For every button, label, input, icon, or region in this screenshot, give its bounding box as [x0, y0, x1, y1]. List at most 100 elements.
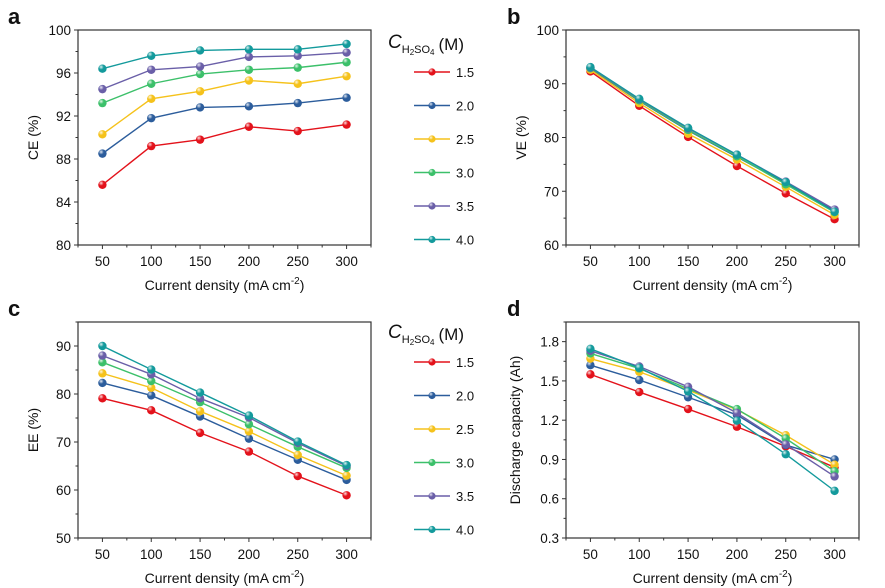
series-3.5	[98, 351, 351, 471]
series-line	[590, 70, 835, 220]
data-point-highlight	[195, 69, 205, 79]
data-point	[98, 378, 107, 388]
y-axis-label: EE (%)	[25, 408, 41, 452]
x-tick-label: 250	[286, 254, 309, 269]
data-point	[342, 72, 351, 81]
legend-marker-highlight	[428, 135, 436, 143]
data-point	[781, 440, 790, 449]
data-point-highlight	[147, 94, 156, 104]
legend-entry: 3.0	[414, 456, 474, 471]
y-tick-label: 80	[56, 238, 71, 253]
y-tick-label: 60	[544, 238, 559, 253]
data-point-highlight	[244, 52, 254, 62]
x-tick-label: 50	[583, 254, 598, 269]
x-axis-label-end: )	[788, 570, 793, 586]
data-point	[342, 460, 351, 470]
data-point-highlight	[342, 72, 351, 81]
series-line	[590, 67, 835, 213]
series-4.0	[98, 39, 351, 73]
data-point	[293, 63, 302, 72]
x-tick-label: 150	[189, 254, 212, 269]
data-point	[830, 486, 839, 496]
data-point	[147, 94, 156, 104]
data-point-highlight	[342, 93, 351, 102]
legend-label: 3.0	[456, 166, 474, 181]
x-axis-label-sup: -2	[779, 569, 788, 580]
data-point	[98, 358, 107, 367]
data-point	[147, 141, 156, 151]
data-point	[147, 51, 156, 60]
data-point-highlight	[195, 62, 205, 71]
legend-entry: 1.5	[414, 65, 474, 80]
data-point-highlight	[293, 79, 302, 88]
data-point	[586, 62, 595, 72]
data-point-highlight	[244, 122, 254, 131]
legend-label: 1.5	[456, 355, 474, 370]
panel-c: c 50 60 70 80 90 50 100 150 200 250 300 Current dens…	[8, 296, 372, 586]
x-tick-label: 200	[726, 254, 749, 269]
x-axis-label-sup: -2	[779, 276, 788, 287]
y-tick-label: 1.5	[540, 374, 559, 389]
legend-title-unit: (M)	[439, 35, 464, 54]
data-point	[195, 87, 205, 96]
data-point-highlight	[830, 460, 839, 469]
data-point	[732, 150, 742, 159]
series-line	[102, 345, 347, 466]
data-point	[244, 52, 254, 62]
data-point	[342, 471, 351, 480]
panel-d: d 0.3 0.6 0.9 1.2 1.5 1.8 50 100 150 200 250 300 Curr…	[507, 296, 860, 586]
data-point-highlight	[293, 63, 302, 72]
x-tick-label: 250	[774, 254, 797, 269]
legend-marker-highlight	[428, 525, 436, 534]
data-point-highlight	[98, 369, 107, 378]
legend-marker-highlight	[428, 68, 436, 76]
legend-label: 1.5	[456, 65, 474, 80]
legend-title: CH2SO4 (M)	[388, 32, 464, 57]
plot-frame	[77, 321, 372, 539]
data-point-highlight	[98, 130, 107, 139]
legend-marker-highlight	[428, 391, 436, 400]
data-point-highlight	[147, 141, 156, 151]
series-4.0	[98, 341, 351, 470]
data-point-highlight	[586, 361, 595, 370]
data-point	[244, 102, 254, 111]
data-point-highlight	[195, 46, 205, 55]
x-tick-label: 300	[335, 547, 358, 562]
series-line	[102, 361, 347, 469]
data-point	[147, 113, 156, 123]
data-point	[293, 471, 302, 481]
series-line	[102, 43, 347, 70]
data-point-highlight	[244, 76, 254, 85]
series-2.5	[98, 72, 351, 139]
x-tick-label: 100	[140, 547, 163, 562]
y-tick-label: 0.9	[540, 452, 559, 467]
series-4.0	[586, 344, 839, 496]
panel-label: b	[507, 4, 520, 29]
x-tick-label: 200	[726, 547, 749, 562]
legend-title: CH2SO4 (M)	[388, 322, 464, 347]
data-point-highlight	[244, 102, 254, 111]
y-tick-label: 1.2	[540, 413, 559, 428]
legend-marker-highlight	[428, 168, 436, 177]
data-point-highlight	[683, 404, 693, 414]
data-point	[293, 98, 302, 108]
panel-b: b 60 70 80 90 100 50 100 150 200 250 300 Current den…	[507, 4, 860, 293]
data-point-highlight	[342, 491, 351, 500]
data-point-highlight	[98, 358, 107, 367]
legend-title-subscript: 4	[430, 48, 435, 57]
data-point	[635, 94, 644, 104]
data-point	[781, 189, 790, 198]
legend-title-unit: (M)	[439, 325, 464, 344]
data-point-highlight	[635, 94, 644, 104]
series-1.5	[98, 394, 351, 500]
x-tick-label: 300	[823, 547, 846, 562]
series-line	[590, 364, 835, 461]
x-tick-label: 200	[238, 254, 261, 269]
legend-marker-highlight	[428, 202, 436, 210]
y-tick-label: 90	[56, 339, 71, 354]
data-point-highlight	[244, 45, 254, 54]
data-point	[732, 422, 742, 431]
x-tick-label: 300	[823, 254, 846, 269]
data-point-highlight	[244, 447, 254, 456]
data-point-highlight	[98, 98, 107, 108]
